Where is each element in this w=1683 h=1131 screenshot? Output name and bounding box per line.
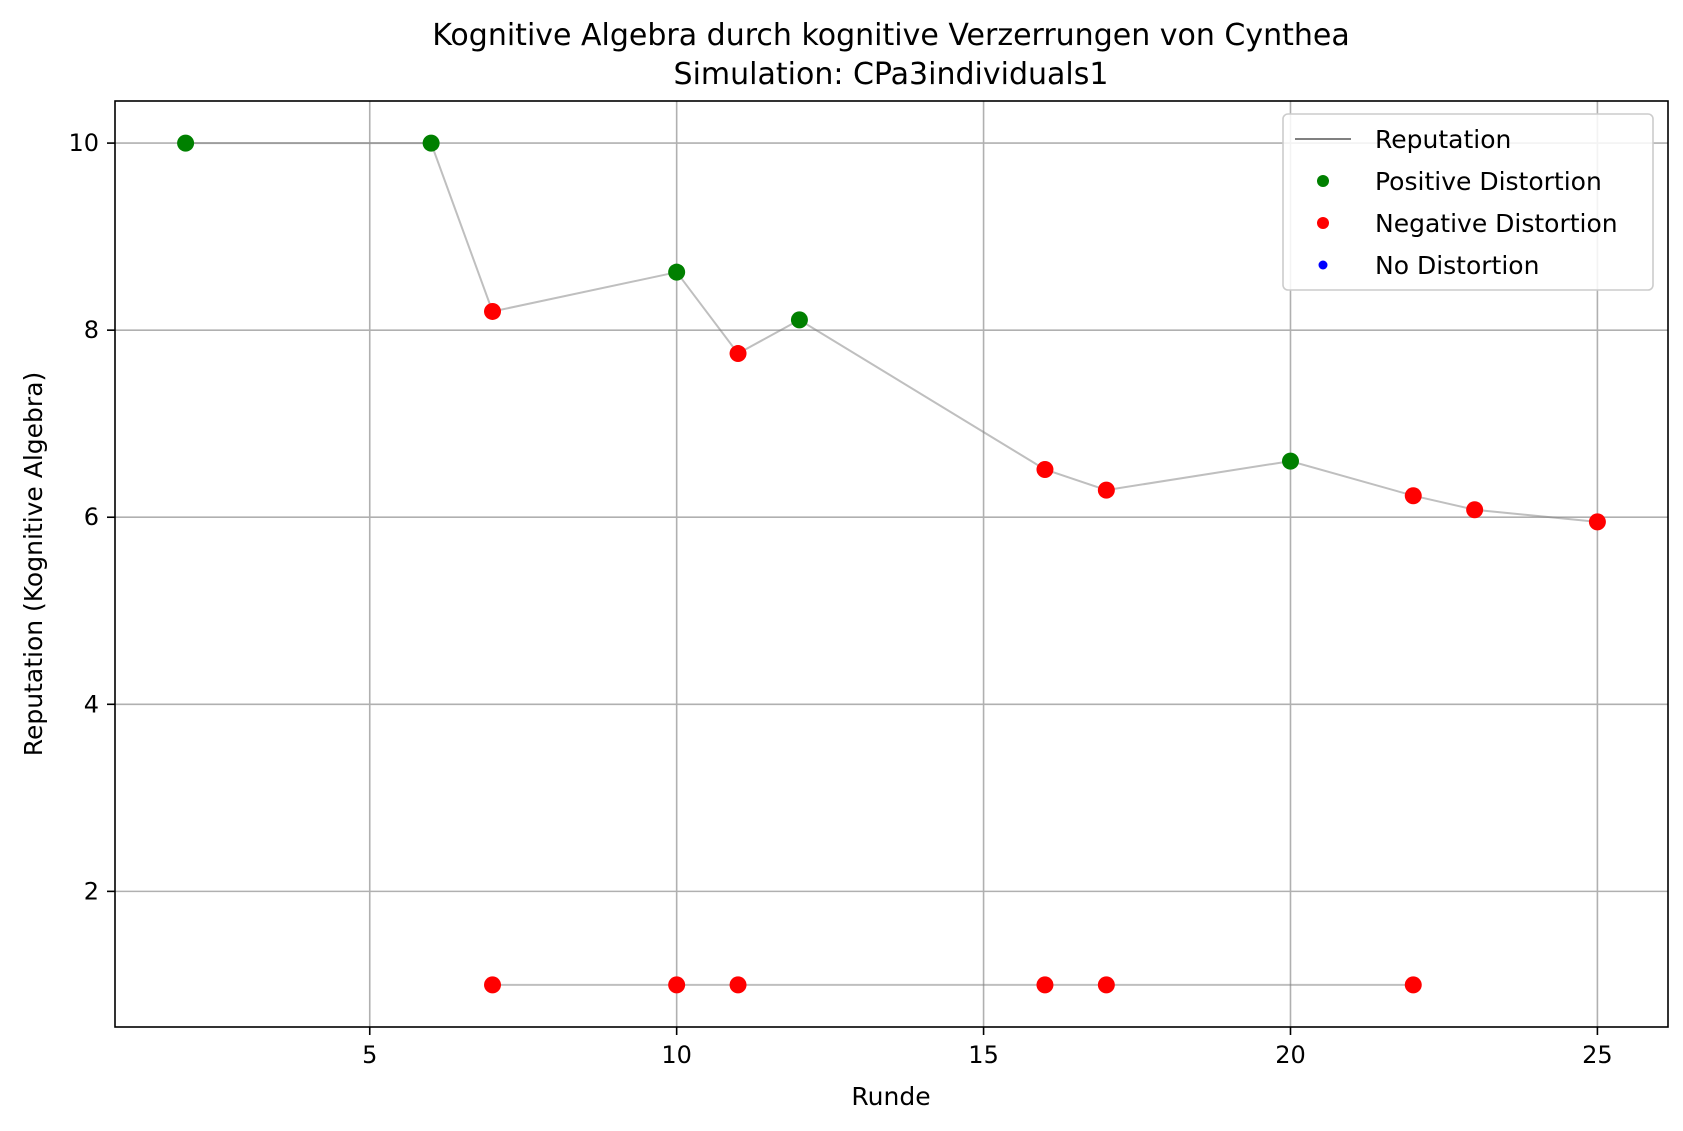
legend-box (1282, 113, 1654, 291)
data-point-negative (1404, 976, 1422, 994)
data-point-negative (668, 976, 686, 994)
data-point-positive (790, 311, 808, 329)
y-tick-label: 8 (84, 316, 99, 344)
y-tick-label: 4 (84, 690, 99, 718)
data-point-negative (729, 345, 747, 363)
legend-label: Negative Distortion (1375, 209, 1618, 238)
data-points (177, 134, 1606, 994)
data-point-negative (1097, 976, 1115, 994)
data-point-negative (1404, 487, 1422, 505)
data-point-negative (484, 976, 502, 994)
x-tick-label: 5 (362, 1041, 377, 1069)
data-point-negative (1588, 513, 1606, 531)
legend-label: Positive Distortion (1375, 167, 1602, 196)
y-tick-label: 10 (68, 129, 99, 157)
data-point-positive (422, 134, 440, 152)
chart-subtitle: Simulation: CPa3individuals1 (674, 57, 1109, 92)
data-point-negative (729, 976, 747, 994)
legend-marker-swatch (1318, 260, 1328, 270)
reputation-lines (185, 142, 1598, 986)
data-point-negative (1036, 461, 1054, 479)
reputation-line-1 (185, 142, 1598, 523)
legend-label: No Distortion (1375, 251, 1539, 280)
plot-area-frame (114, 100, 1669, 1028)
data-point-negative (1097, 481, 1115, 499)
data-point-negative (1036, 976, 1054, 994)
x-axis-label: Runde (851, 1082, 930, 1111)
data-point-negative (484, 302, 502, 320)
legend-marker-swatch (1317, 217, 1329, 229)
legend: Reputation Positive Distortion Negative Di… (1282, 113, 1654, 291)
data-point-negative (1466, 501, 1484, 519)
legend-marker-swatch (1317, 175, 1329, 187)
legend-label: Reputation (1375, 125, 1511, 154)
x-tick-label: 15 (968, 1041, 999, 1069)
y-tick-label: 6 (84, 503, 99, 531)
data-point-positive (668, 263, 686, 281)
y-axis-label: Reputation (Kognitive Algebra) (19, 372, 48, 757)
x-tick-label: 25 (1582, 1041, 1613, 1069)
axis-ticks: 5 10 15 20 25 2 4 6 8 10 (68, 129, 1612, 1069)
chart-title: Kognitive Algebra durch kognitive Verzer… (432, 18, 1350, 53)
data-point-positive (177, 134, 195, 152)
x-tick-label: 20 (1275, 1041, 1306, 1069)
data-point-positive (1281, 452, 1299, 470)
x-tick-label: 10 (661, 1041, 692, 1069)
y-tick-label: 2 (84, 877, 99, 905)
